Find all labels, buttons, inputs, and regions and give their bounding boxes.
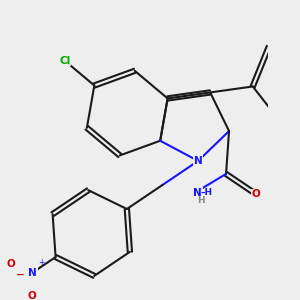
Text: N: N	[193, 188, 202, 198]
Text: O: O	[28, 291, 36, 300]
Text: −: −	[16, 270, 25, 280]
Text: Cl: Cl	[59, 56, 70, 66]
Text: –H: –H	[200, 188, 213, 196]
Text: N: N	[194, 156, 203, 166]
Text: O: O	[252, 189, 261, 200]
Text: N: N	[28, 268, 37, 278]
Text: +: +	[38, 258, 45, 267]
Text: H: H	[198, 196, 205, 205]
Text: O: O	[6, 259, 15, 269]
